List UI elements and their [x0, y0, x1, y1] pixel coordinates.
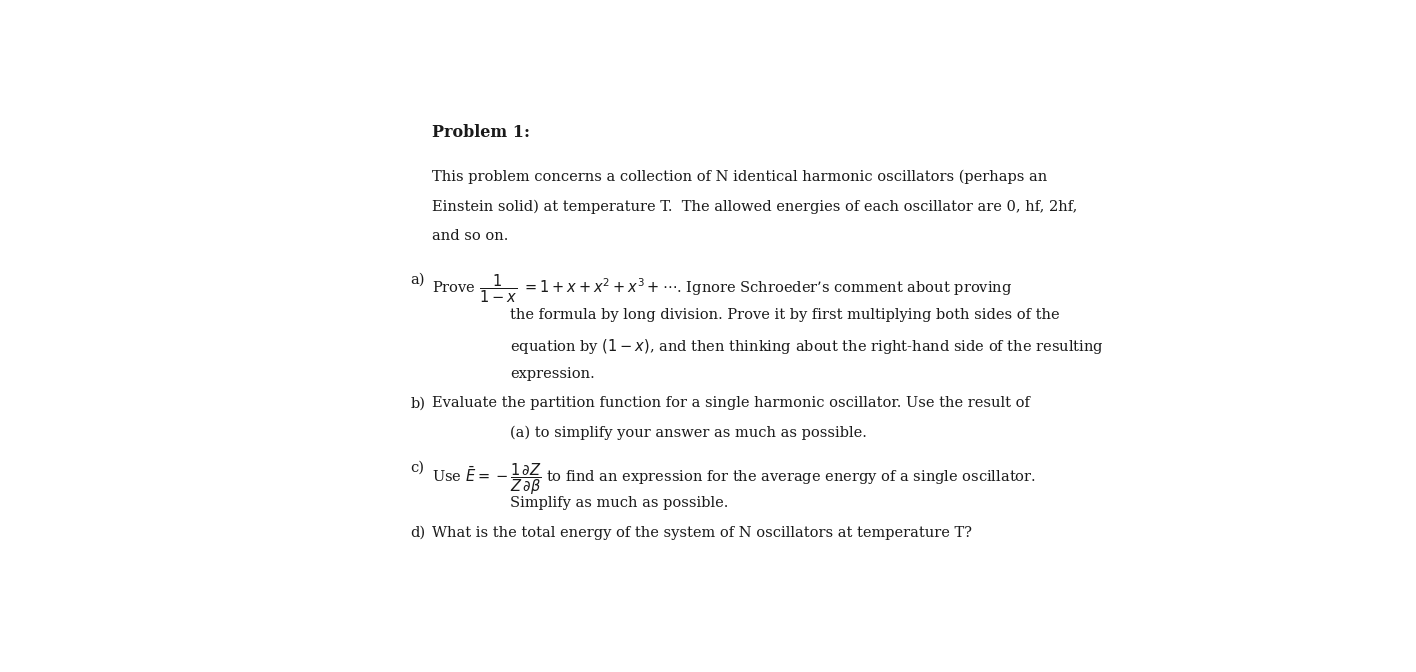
Text: a): a): [411, 273, 425, 287]
Text: (a) to simplify your answer as much as possible.: (a) to simplify your answer as much as p…: [510, 426, 867, 440]
Text: Evaluate the partition function for a single harmonic oscillator. Use the result: Evaluate the partition function for a si…: [432, 396, 1029, 411]
Text: d): d): [411, 526, 426, 540]
Text: equation by $(1 - x)$, and then thinking about the right-hand side of the result: equation by $(1 - x)$, and then thinking…: [510, 337, 1103, 356]
Text: This problem concerns a collection of N identical harmonic oscillators (perhaps : This problem concerns a collection of N …: [432, 170, 1046, 184]
Text: expression.: expression.: [510, 367, 595, 381]
Text: Prove $\dfrac{1}{1-x}$ $= 1 + x + x^2 + x^3 + \cdots$. Ignore Schroeder’s commen: Prove $\dfrac{1}{1-x}$ $= 1 + x + x^2 + …: [432, 273, 1012, 305]
Text: Einstein solid) at temperature T.  The allowed energies of each oscillator are 0: Einstein solid) at temperature T. The al…: [432, 200, 1078, 214]
Text: Problem 1:: Problem 1:: [432, 124, 530, 141]
Text: c): c): [411, 461, 425, 475]
Text: b): b): [411, 396, 426, 411]
Text: Simplify as much as possible.: Simplify as much as possible.: [510, 496, 728, 510]
Text: the formula by long division. Prove it by first multiplying both sides of the: the formula by long division. Prove it b…: [510, 308, 1059, 322]
Text: What is the total energy of the system of N oscillators at temperature T?: What is the total energy of the system o…: [432, 526, 971, 540]
Text: and so on.: and so on.: [432, 229, 508, 243]
Text: Use $\bar{E} = -\dfrac{1\,\partial Z}{Z\,\partial\beta}$ to find an expression f: Use $\bar{E} = -\dfrac{1\,\partial Z}{Z\…: [432, 461, 1037, 497]
